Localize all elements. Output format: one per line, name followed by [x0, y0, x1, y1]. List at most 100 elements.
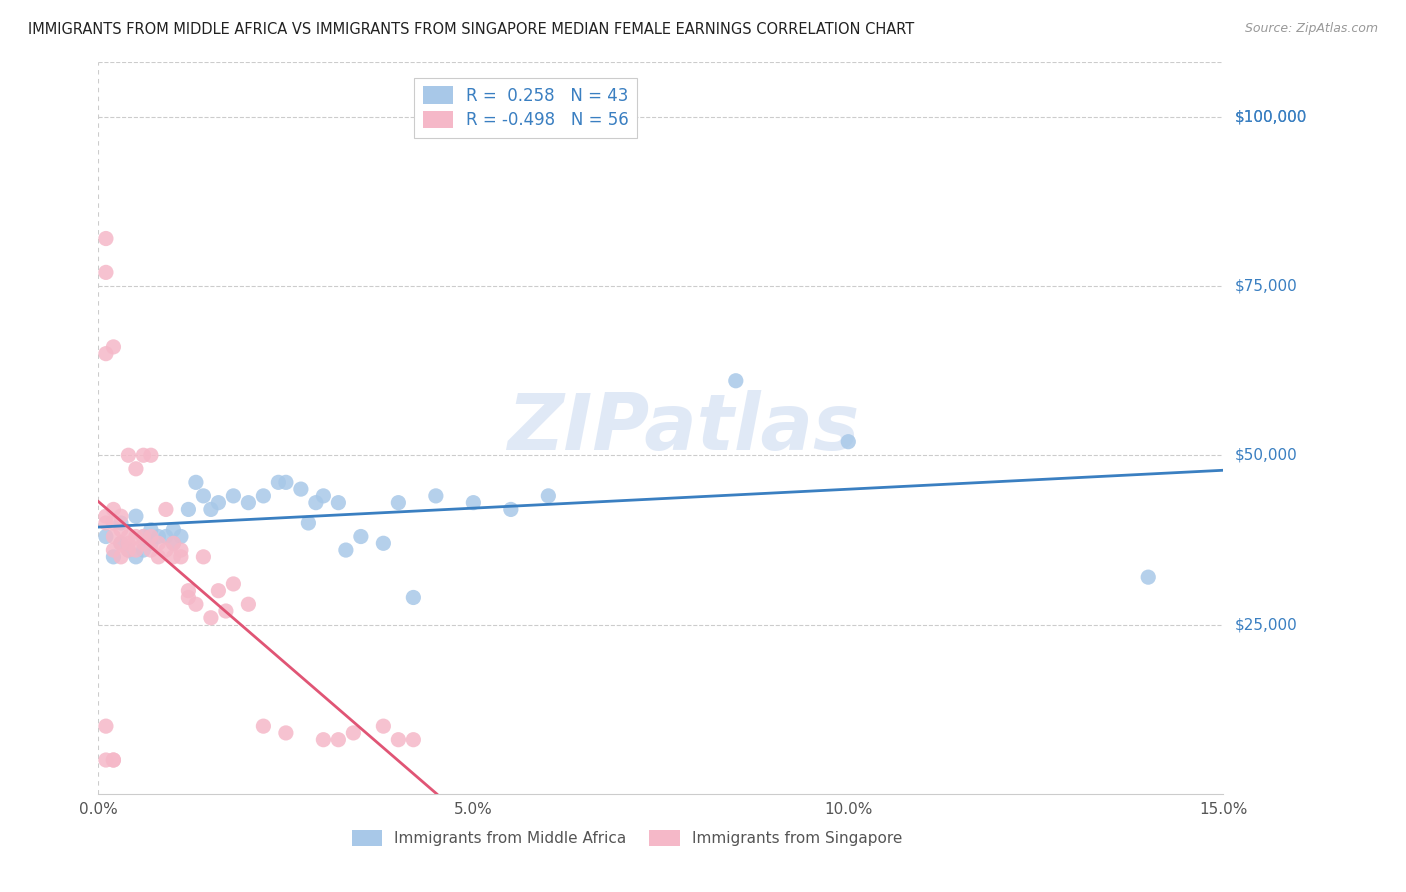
Point — [125, 529, 148, 543]
Legend: Immigrants from Middle Africa, Immigrants from Singapore: Immigrants from Middle Africa, Immigrant… — [346, 824, 908, 852]
Point — [177, 591, 200, 605]
Point — [155, 502, 177, 516]
Point — [132, 543, 155, 558]
Point — [148, 529, 170, 543]
Point — [373, 719, 395, 733]
Point — [110, 536, 132, 550]
Point — [200, 502, 222, 516]
Point — [252, 489, 274, 503]
Point — [117, 529, 139, 543]
Point — [162, 536, 184, 550]
Point — [162, 536, 184, 550]
Point — [94, 346, 117, 360]
Point — [222, 577, 245, 591]
Point — [94, 529, 117, 543]
Point — [184, 597, 207, 611]
Point — [110, 516, 132, 530]
Point — [132, 448, 155, 462]
Point — [155, 529, 177, 543]
Point — [110, 509, 132, 524]
Point — [125, 462, 148, 476]
Point — [312, 489, 335, 503]
Point — [139, 543, 162, 558]
Point — [184, 475, 207, 490]
Point — [305, 496, 328, 510]
Point — [110, 549, 132, 564]
Point — [148, 536, 170, 550]
Text: Source: ZipAtlas.com: Source: ZipAtlas.com — [1244, 22, 1378, 36]
Point — [215, 604, 238, 618]
Point — [94, 516, 117, 530]
Text: $75,000: $75,000 — [1234, 278, 1298, 293]
Point — [193, 549, 215, 564]
Point — [170, 543, 193, 558]
Point — [148, 549, 170, 564]
Point — [170, 529, 193, 543]
Point — [103, 516, 125, 530]
Point — [274, 475, 297, 490]
Point — [290, 482, 312, 496]
Point — [207, 496, 229, 510]
Point — [312, 732, 335, 747]
Point — [238, 496, 260, 510]
Point — [110, 523, 132, 537]
Point — [155, 543, 177, 558]
Point — [125, 549, 148, 564]
Point — [103, 549, 125, 564]
Point — [837, 434, 859, 449]
Point — [139, 523, 162, 537]
Point — [425, 489, 447, 503]
Point — [207, 583, 229, 598]
Point — [402, 591, 425, 605]
Point — [94, 231, 117, 245]
Point — [499, 502, 522, 516]
Point — [402, 732, 425, 747]
Point — [139, 536, 162, 550]
Point — [222, 489, 245, 503]
Text: $50,000: $50,000 — [1234, 448, 1298, 463]
Point — [328, 732, 350, 747]
Point — [132, 529, 155, 543]
Point — [373, 536, 395, 550]
Point — [94, 719, 117, 733]
Point — [162, 523, 184, 537]
Point — [162, 549, 184, 564]
Point — [103, 753, 125, 767]
Point — [350, 529, 373, 543]
Point — [328, 496, 350, 510]
Point — [200, 611, 222, 625]
Point — [387, 496, 409, 510]
Point — [125, 509, 148, 524]
Point — [274, 726, 297, 740]
Point — [110, 536, 132, 550]
Point — [177, 583, 200, 598]
Point — [117, 536, 139, 550]
Text: $100,000: $100,000 — [1234, 109, 1306, 124]
Point — [297, 516, 319, 530]
Text: $25,000: $25,000 — [1234, 617, 1298, 632]
Point — [252, 719, 274, 733]
Point — [117, 543, 139, 558]
Point — [103, 753, 125, 767]
Point — [103, 529, 125, 543]
Point — [387, 732, 409, 747]
Point — [724, 374, 747, 388]
Text: IMMIGRANTS FROM MIDDLE AFRICA VS IMMIGRANTS FROM SINGAPORE MEDIAN FEMALE EARNING: IMMIGRANTS FROM MIDDLE AFRICA VS IMMIGRA… — [28, 22, 914, 37]
Point — [463, 496, 485, 510]
Point — [342, 726, 364, 740]
Point — [117, 448, 139, 462]
Point — [132, 536, 155, 550]
Point — [537, 489, 560, 503]
Point — [267, 475, 290, 490]
Point — [170, 549, 193, 564]
Point — [125, 543, 148, 558]
Point — [238, 597, 260, 611]
Point — [103, 502, 125, 516]
Text: ZIPatlas: ZIPatlas — [508, 390, 859, 467]
Point — [94, 265, 117, 279]
Point — [132, 529, 155, 543]
Point — [94, 509, 117, 524]
Point — [177, 502, 200, 516]
Point — [117, 543, 139, 558]
Point — [103, 543, 125, 558]
